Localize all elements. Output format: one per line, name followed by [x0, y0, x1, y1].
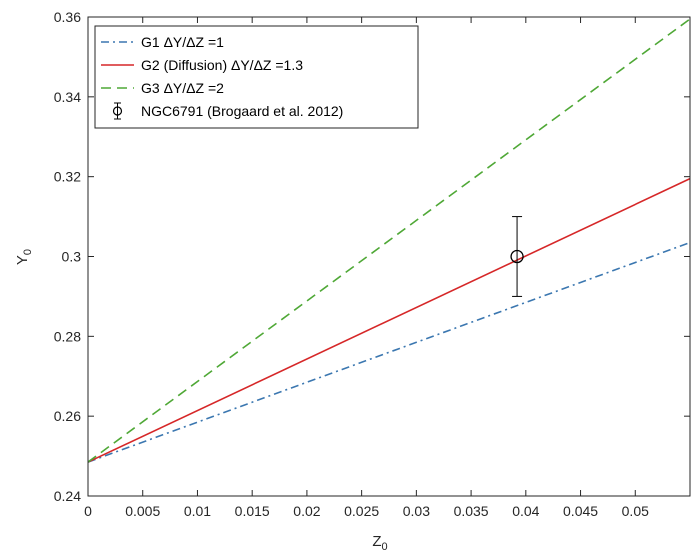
y-axis-title-main: Y — [14, 255, 31, 265]
y-tick-label: 0.26 — [54, 408, 81, 424]
x-axis-title: Z0 — [372, 533, 387, 551]
y-axis-ticks: 0.24 0.26 0.28 0.3 0.32 0.34 0.36 — [54, 9, 690, 504]
x-tick-label: 0.015 — [235, 503, 270, 519]
x-tick-label: 0 — [84, 503, 92, 519]
x-tick-label: 0.025 — [344, 503, 379, 519]
legend-label-2: G2 (Diffusion) ΔY/ΔZ =1.3 — [141, 57, 303, 73]
legend-box — [94, 25, 419, 129]
x-axis-title-main: Z — [372, 533, 381, 550]
x-tick-label: 0.035 — [454, 503, 489, 519]
y-axis-title-sub: 0 — [22, 249, 34, 255]
y-axis-title: Y0 — [14, 249, 34, 265]
legend-label-3: G3 ΔY/ΔZ =2 — [141, 80, 224, 96]
x-tick-label: 0.02 — [293, 503, 320, 519]
series-layer — [87, 18, 691, 463]
series-line-3 — [87, 18, 691, 463]
x-axis-ticks: 0 0.005 0.01 0.015 0.02 0.025 0.03 0.035 0.04 0.0… — [84, 17, 649, 519]
legend-label-1: G1 ΔY/ΔZ =1 — [141, 34, 224, 50]
x-tick-label: 0.05 — [622, 503, 649, 519]
x-tick-label: 0.01 — [184, 503, 211, 519]
x-axis-title-sub: 0 — [382, 541, 388, 551]
y-tick-label: 0.24 — [54, 488, 81, 504]
x-tick-label: 0.005 — [125, 503, 160, 519]
legend-items: G1 ΔY/ΔZ =1 G2 (Diffusion) ΔY/ΔZ =1.3 G3 Δ… — [101, 34, 343, 120]
y-tick-label: 0.36 — [54, 9, 81, 25]
x-tick-label: 0.04 — [512, 503, 539, 519]
legend: G1 ΔY/ΔZ =1 G2 (Diffusion) ΔY/ΔZ =1.3 G3 Δ… — [94, 25, 419, 129]
y-tick-label: 0.34 — [54, 89, 81, 105]
y-tick-label: 0.28 — [54, 328, 81, 344]
x-tick-label: 0.03 — [403, 503, 430, 519]
point-marker-1 — [510, 249, 524, 264]
y-tick-label: 0.3 — [62, 249, 82, 265]
x-tick-label: 0.045 — [563, 503, 598, 519]
legend-label-4: NGC6791 (Brogaard et al. 2012) — [141, 103, 343, 119]
y-tick-label: 0.32 — [54, 169, 81, 185]
legend-swatch-marker — [112, 106, 123, 116]
points-layer — [510, 216, 524, 297]
series-line-2 — [87, 177, 691, 463]
